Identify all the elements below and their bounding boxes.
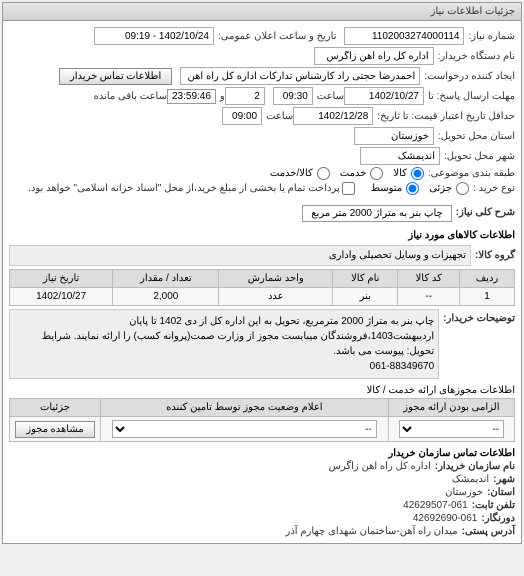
deadline-reply-time[interactable] (273, 87, 313, 105)
buy-type-group: جزئی متوسط (363, 182, 469, 195)
contact-header: اطلاعات تماس سازمان خریدار (9, 448, 515, 459)
city-field[interactable] (360, 147, 440, 165)
subject-type-label: طبقه بندی موضوعی: (428, 168, 515, 179)
buyer-desc: چاپ بنر به متراژ 2000 مترمربع، تحویل به … (9, 309, 439, 379)
panel-body: شماره نیاز: تاریخ و ساعت اعلان عمومی: نا… (3, 21, 521, 543)
buy-type-label: نوع خرید : (473, 183, 515, 194)
buy-small-label: جزئی (429, 183, 452, 194)
main-panel: جزئیات اطلاعات نیاز شماره نیاز: تاریخ و … (2, 2, 522, 544)
req-no-field[interactable] (344, 27, 464, 45)
treasury-checkbox[interactable] (342, 182, 355, 195)
perm-status-select[interactable]: -- (112, 420, 377, 438)
buy-note: پرداخت تمام یا بخشی از مبلغ خرید،از محل … (28, 183, 340, 194)
col-code: کد کالا (398, 270, 460, 288)
requester-field[interactable] (180, 67, 420, 85)
buyer-org-field[interactable] (314, 47, 434, 65)
col-row: ردیف (460, 270, 515, 288)
contact-info-button[interactable]: اطلاعات تماس خریدار (59, 68, 172, 85)
buy-medium-radio[interactable] (406, 182, 419, 195)
cell-qty: 2,000 (113, 288, 219, 306)
remain-and-label: و (220, 91, 225, 102)
c-address-label: آدرس پستی: (462, 526, 515, 537)
time-label-1: ساعت (317, 91, 344, 102)
deadline-reply-label: مهلت ارسال پاسخ: تا (428, 91, 515, 102)
credit-deadline-label: حداقل تاریخ اعتبار قیمت: تا تاریخ: (377, 111, 515, 122)
buyer-org-label: نام دستگاه خریدار: (438, 51, 515, 62)
desc-label: توضیحات خریدار: (443, 309, 515, 324)
group-label: گروه کالا: (475, 250, 515, 261)
subject-both-radio[interactable] (317, 167, 330, 180)
province-field[interactable] (354, 127, 434, 145)
perm-col-details: جزئیات (10, 399, 101, 417)
need-title-value: چاپ بنر به متراژ 2000 متر مربع (302, 205, 451, 222)
c-province-label: استان: (487, 487, 515, 498)
remain-suffix: ساعت باقی مانده (94, 91, 167, 102)
panel-title: جزئیات اطلاعات نیاز (3, 3, 521, 21)
c-org-label: نام سازمان خریدار: (435, 461, 515, 472)
perm-header: اطلاعات مجوزهای ارائه خدمت / کالا (9, 385, 515, 396)
credit-deadline-time[interactable] (222, 107, 262, 125)
perm-row: -- -- مشاهده مجوز (10, 417, 515, 442)
perm-col-status: اعلام وضعیت مجوز توسط تامین کننده (100, 399, 388, 417)
c-address: میدان راه آهن-ساختمان شهدای چهارم آذر (286, 526, 458, 537)
goods-table: ردیف کد کالا نام کالا واحد شمارش تعداد /… (9, 269, 515, 306)
subject-goods-label: کالا (393, 168, 407, 179)
deadline-reply-date[interactable] (344, 87, 424, 105)
cell-code: -- (398, 288, 460, 306)
subject-service-radio[interactable] (370, 167, 383, 180)
need-title-label: شرح کلی نیاز: (456, 207, 515, 218)
credit-deadline-date[interactable] (293, 107, 373, 125)
req-no-label: شماره نیاز: (468, 31, 515, 42)
time-label-2: ساعت (266, 111, 293, 122)
requester-label: ایجاد کننده درخواست: (424, 71, 515, 82)
col-name: نام کالا (333, 270, 398, 288)
desc-text: چاپ بنر به متراژ 2000 مترمربع، تحویل به … (42, 316, 434, 357)
c-phone: 42629507-061 (403, 500, 468, 511)
city-label: شهر محل تحویل: (444, 151, 515, 162)
col-qty: تعداد / مقدار (113, 270, 219, 288)
group-value: تجهیزات و وسایل تحصیلی واداری (9, 245, 471, 266)
province-label: استان محل تحویل: (438, 131, 515, 142)
cell-unit: عدد (219, 288, 333, 306)
cell-date: 1402/10/27 (10, 288, 113, 306)
subject-type-group: کالا خدمت کالا/خدمت (262, 167, 424, 180)
desc-phone: 061-88349670 (370, 361, 435, 372)
perm-mandatory-select[interactable]: -- (399, 420, 505, 438)
c-city-label: شهر: (493, 474, 515, 485)
col-unit: واحد شمارش (219, 270, 333, 288)
goods-header: اطلاعات کالاهای مورد نیاز (9, 228, 515, 243)
remain-days[interactable] (225, 87, 265, 105)
perm-col-mandatory: الزامی بودن ارائه مجوز (388, 399, 514, 417)
c-org: اداره کل راه اهن زاگرس (329, 461, 431, 472)
countdown-timer: 23:59:46 (167, 89, 216, 104)
view-permit-button[interactable]: مشاهده مجوز (15, 421, 94, 438)
perm-table: الزامی بودن ارائه مجوز اعلام وضعیت مجوز … (9, 398, 515, 442)
subject-goods-radio[interactable] (411, 167, 424, 180)
col-date: تاریخ نیاز (10, 270, 113, 288)
c-city: اندیمشک (452, 474, 489, 485)
announce-date-label: تاریخ و ساعت اعلان عمومی: (218, 31, 337, 42)
buy-small-radio[interactable] (456, 182, 469, 195)
buy-medium-label: متوسط (371, 183, 402, 194)
announce-date-field[interactable] (94, 27, 214, 45)
cell-row: 1 (460, 288, 515, 306)
c-province: خوزستان (445, 487, 483, 498)
c-phone-label: تلفن ثابت: (472, 500, 515, 511)
cell-name: بنر (333, 288, 398, 306)
subject-both-label: کالا/خدمت (270, 168, 313, 179)
table-row[interactable]: 1 -- بنر عدد 2,000 1402/10/27 (10, 288, 515, 306)
c-fax-label: دورنگار: (481, 513, 515, 524)
c-fax: 42692690-061 (413, 513, 478, 524)
subject-service-label: خدمت (340, 168, 367, 179)
